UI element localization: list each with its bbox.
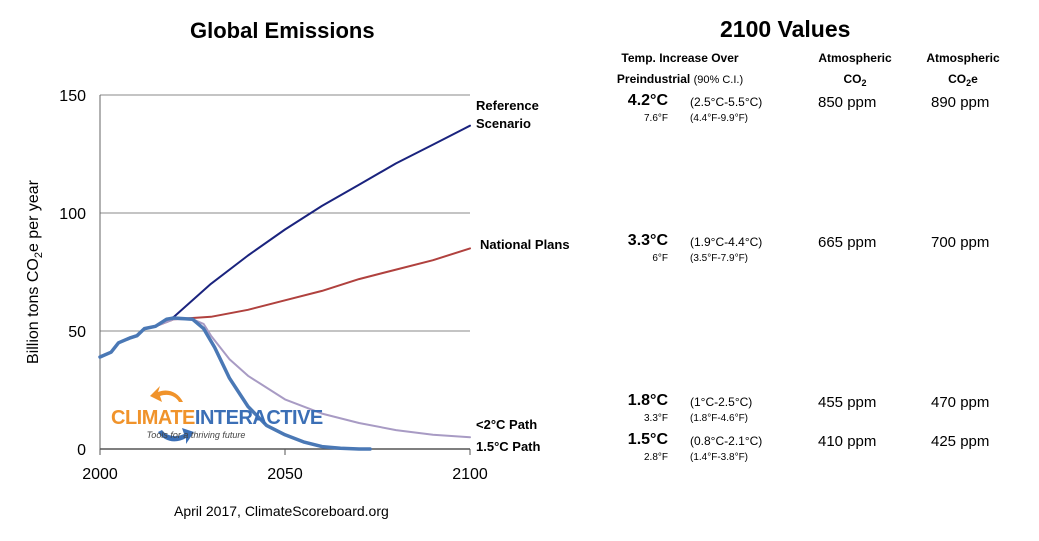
range-fahrenheit: (4.4°F-9.9°F): [690, 113, 749, 124]
temp-fahrenheit: 3.3°F: [643, 413, 668, 424]
climate-interactive-logo: CLIMATEINTERACTIVE Tools for a thriving …: [111, 386, 323, 444]
range-celsius: (1.9°C-4.4°C): [690, 235, 763, 249]
y-axis-label: Billion tons CO2e per year: [25, 179, 45, 364]
logo-text: CLIMATEINTERACTIVE: [111, 407, 323, 429]
temp-fahrenheit: 6°F: [652, 253, 668, 264]
temp-celsius: 1.5°C: [627, 431, 668, 448]
co2-value: 850 ppm: [818, 94, 877, 111]
series-line: [99, 124, 471, 358]
y-tick-label: 0: [77, 442, 86, 459]
temp-celsius: 1.8°C: [627, 392, 668, 409]
series-label: Scenario: [476, 116, 531, 131]
x-tick-label: 2050: [267, 466, 303, 483]
co2-value: 410 ppm: [818, 433, 877, 450]
co2-value: 455 ppm: [818, 394, 877, 411]
temp-celsius: 4.2°C: [627, 92, 668, 109]
range-fahrenheit: (3.5°F-7.9°F): [690, 253, 749, 264]
logo-arrow-blue-icon: [158, 428, 194, 444]
header-co2: Atmospheric CO2: [818, 51, 892, 89]
range-fahrenheit: (1.8°F-4.6°F): [690, 413, 749, 424]
chart-title: Global Emissions: [190, 18, 375, 43]
logo-tagline: Tools for a thriving future: [147, 430, 246, 440]
series-label: Reference: [476, 98, 539, 113]
range-celsius: (2.5°C-5.5°C): [690, 95, 763, 109]
temp-fahrenheit: 2.8°F: [643, 452, 668, 463]
co2e-value: 425 ppm: [931, 433, 990, 450]
y-tick-label: 150: [59, 88, 86, 105]
series-line: [99, 247, 471, 358]
x-tick-label: 2000: [82, 466, 118, 483]
co2e-value: 890 ppm: [931, 94, 990, 111]
co2e-value: 700 ppm: [931, 234, 990, 251]
co2-value: 665 ppm: [818, 234, 877, 251]
footer-source: April 2017, ClimateScoreboard.org: [174, 503, 389, 519]
temp-fahrenheit: 7.6°F: [643, 113, 668, 124]
x-tick-label: 2100: [452, 466, 488, 483]
series-line: [98, 316, 372, 451]
co2e-value: 470 ppm: [931, 394, 990, 411]
range-celsius: (1°C-2.5°C): [690, 395, 753, 409]
series-label: <2°C Path: [476, 417, 537, 432]
temp-celsius: 3.3°C: [627, 232, 668, 249]
header-co2e: Atmospheric CO2e: [926, 51, 1000, 89]
series-label: National Plans: [480, 237, 570, 252]
series-label: 1.5°C Path: [476, 439, 541, 454]
range-fahrenheit: (1.4°F-3.8°F): [690, 452, 749, 463]
table-title: 2100 Values: [720, 16, 851, 42]
y-tick-label: 100: [59, 206, 86, 223]
y-tick-label: 50: [68, 324, 86, 341]
header-temp: Temp. Increase Over Preindustrial (90% C…: [616, 51, 744, 86]
range-celsius: (0.8°C-2.1°C): [690, 434, 763, 448]
emissions-chart: 0 50 100 150 2000 2050 2100 Reference Scenario Na…: [25, 88, 570, 483]
logo-arrow-orange-icon: [150, 386, 183, 402]
